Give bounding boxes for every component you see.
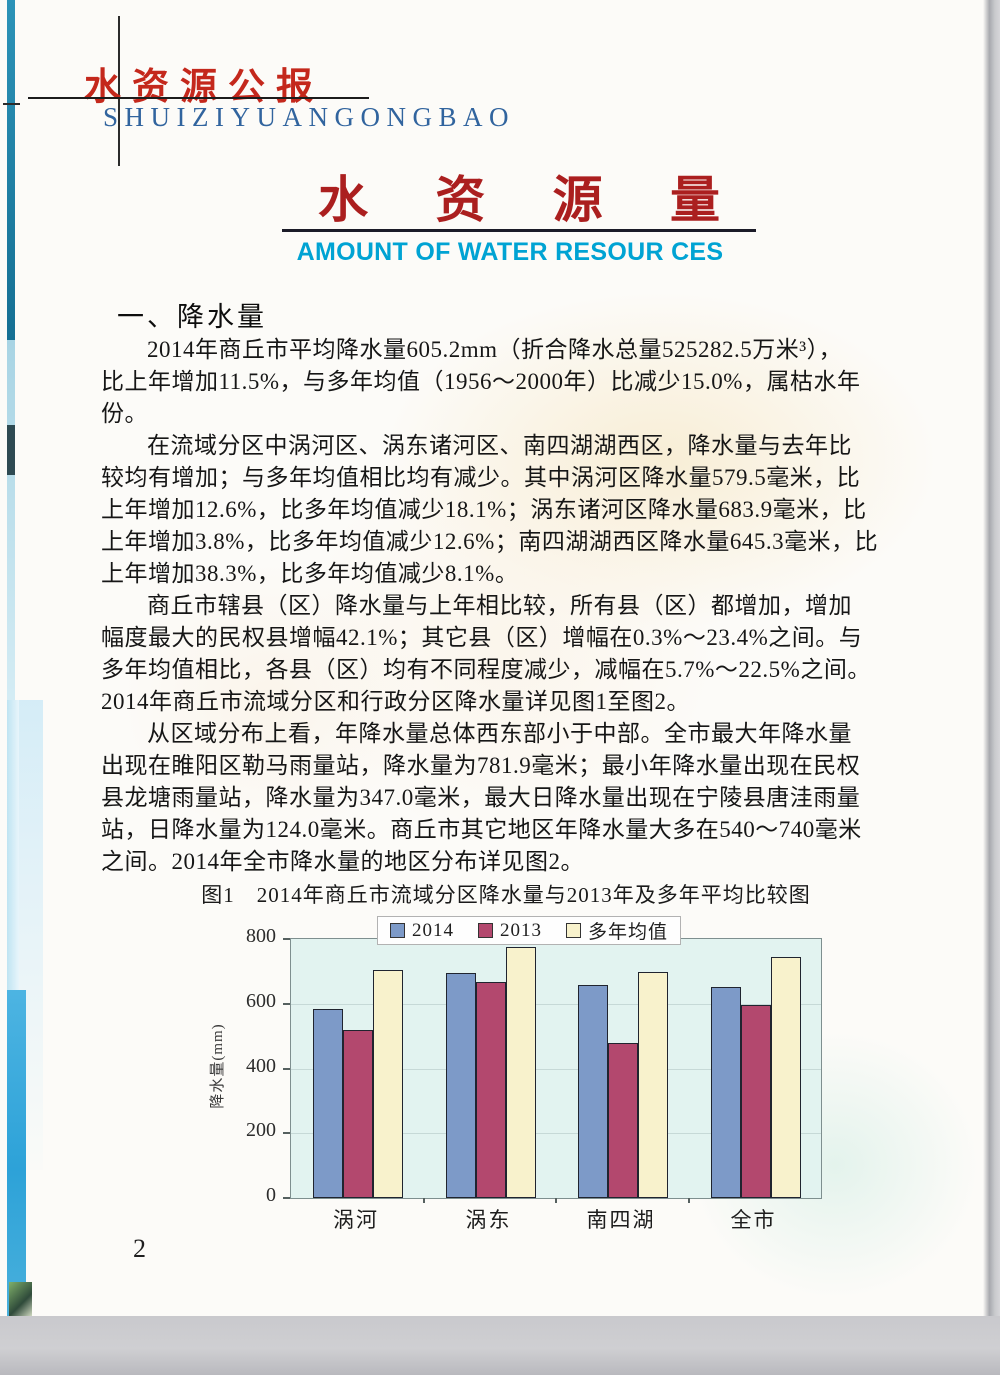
page-number: 2	[133, 1234, 146, 1263]
chart-bar-2013-全市	[740, 1005, 771, 1198]
title-char: 量	[669, 172, 720, 228]
body-line: 2014年商丘市流域分区和行政分区降水量详见图1至图2。	[101, 689, 690, 714]
body-line: 2014年商丘市平均降水量605.2mm（折合降水总量525282.5万米³），	[147, 337, 843, 362]
legend-label: 多年均值	[588, 922, 669, 943]
chart-x-tick-mark	[422, 1198, 425, 1203]
chart-y-tick-label: 0	[266, 1184, 276, 1206]
chart-y-tick-mark	[283, 1197, 290, 1199]
chart-y-tick-mark	[283, 1132, 290, 1135]
chart-x-label-涡东: 涡东	[465, 1208, 512, 1232]
chart-bar-2014-涡东	[445, 972, 476, 1198]
page-edge-dark-blob	[7, 425, 15, 475]
chart-y-tick-mark	[283, 1067, 290, 1070]
chart-x-tick-mark	[687, 1198, 690, 1203]
figure-caption: 图1 2014年商丘市流域分区降水量与2013年及多年平均比较图	[201, 883, 811, 907]
chart-bar-2014-南四湖	[578, 985, 608, 1198]
legend-swatch-icon	[478, 923, 493, 938]
chart-gridline	[291, 1068, 821, 1070]
masthead-left-dash	[3, 103, 20, 105]
masthead-vertical-rule	[118, 16, 120, 166]
legend-item-多年均值: 多年均值	[566, 917, 668, 944]
chart-gridline	[291, 1003, 821, 1005]
body-line: 上年增加38.3%，比多年均值减少8.1%。	[101, 561, 519, 586]
chart-bar-多年均值-涡东	[505, 947, 536, 1198]
chart-gridline	[291, 1133, 821, 1135]
page-right-shadow	[983, 0, 1000, 1318]
legend-label: 2013	[500, 919, 542, 941]
chart-bar-2014-全市	[710, 986, 741, 1198]
body-line: 上年增加3.8%，比多年均值减少12.6%；南四湖湖西区降水量645.3毫米，比	[101, 529, 879, 554]
chart-x-tick-mark	[555, 1198, 557, 1203]
body-line: 商丘市辖县（区）降水量与上年相比较，所有县（区）都增加，增加	[147, 593, 852, 618]
scanner-bottom-band	[0, 1316, 1000, 1375]
bulletin-logo: 水资源公报	[84, 67, 324, 108]
legend-swatch-icon	[390, 923, 405, 938]
page-edge-photo-fragment	[9, 1282, 32, 1316]
chart-y-tick-label: 600	[246, 989, 276, 1012]
body-text: 2014年商丘市平均降水量605.2mm（折合降水总量525282.5万米³），…	[101, 334, 919, 878]
chart-legend: 2014 2013 多年均值	[377, 916, 682, 945]
body-line: 比上年增加11.5%，与多年均值（1956～2000年）比减少15.0%，属枯水…	[101, 369, 861, 394]
legend-swatch-icon	[566, 923, 581, 938]
chart-y-tick-label: 400	[246, 1054, 276, 1077]
legend-item-2014: 2014	[390, 920, 454, 942]
legend-item-2013: 2013	[478, 920, 542, 942]
section-heading: 一、降水量	[117, 302, 267, 332]
body-line: 幅度最大的民权县增幅42.1%；其它县（区）增幅在0.3%～23.4%之间。与	[101, 625, 863, 650]
bulletin-logo-pinyin: SHUIZIYUANGONGBAO	[103, 102, 515, 132]
chart-y-tick-label: 800	[246, 925, 276, 947]
body-line: 多年均值相比，各县（区）均有不同程度减少，减幅在5.7%～22.5%之间。	[101, 657, 871, 682]
chart-x-label-南四湖: 南四湖	[586, 1208, 656, 1232]
body-line: 较均有增加；与多年均值相比均有减少。其中涡河区降水量579.5毫米，比	[101, 465, 861, 490]
chart-x-label-涡河: 涡河	[333, 1208, 379, 1232]
chart-y-tick-mark	[283, 938, 290, 940]
title-char: 源	[552, 172, 603, 228]
page-edge-bright-blue-strip	[7, 990, 26, 1316]
page-edge-mid-strip	[7, 700, 19, 1000]
chart-y-tick-label: 200	[246, 1119, 276, 1142]
body-line: 在流域分区中涡河区、涡东诸河区、南四湖湖西区，降水量与去年比	[147, 433, 852, 458]
chart-y-tick-mark	[283, 1002, 290, 1005]
chart-bar-多年均值-南四湖	[638, 972, 668, 1198]
page-title-english: AMOUNT OF WATER RESOUR CES	[296, 238, 724, 266]
body-line: 上年增加12.6%，比多年均值减少18.1%；涡东诸河区降水量683.9毫米，比	[101, 497, 867, 522]
page-edge-teal-strip	[7, 0, 15, 340]
chart-bar-2013-南四湖	[608, 1042, 638, 1198]
body-line: 份。	[101, 401, 148, 426]
body-line: 出现在睢阳区勒马雨量站，降水量为781.9毫米；最小年降水量出现在民权	[101, 753, 861, 778]
masthead-horizontal-rule	[28, 97, 369, 99]
chart-x-label-全市: 全市	[730, 1208, 777, 1232]
body-line: 从区域分布上看，年降水量总体西东部小于中部。全市最大年降水量	[147, 721, 852, 746]
body-line: 站，日降水量为124.0毫米。商丘市其它地区年降水量大多在540～740毫米	[101, 817, 862, 842]
chart-bar-2013-涡东	[475, 982, 506, 1198]
title-char: 水	[318, 172, 368, 228]
chart-bar-多年均值-全市	[770, 957, 801, 1198]
chart-bar-2014-涡河	[313, 1008, 343, 1198]
title-char: 资	[435, 172, 486, 228]
chart-bar-2013-涡河	[343, 1029, 373, 1198]
page-edge-light-strip	[7, 340, 15, 700]
body-line: 县龙塘雨量站，降水量为347.0毫米，最大日降水量出现在宁陵县唐洼雨量	[101, 785, 861, 810]
bar-chart-plot-area	[290, 938, 822, 1199]
chart-bar-多年均值-涡河	[373, 970, 403, 1198]
body-line: 之间。2014年全市降水量的地区分布详见图2。	[101, 849, 584, 874]
title-underline	[282, 229, 756, 232]
page-title: 水资源量	[318, 168, 720, 228]
legend-label: 2014	[412, 919, 454, 941]
